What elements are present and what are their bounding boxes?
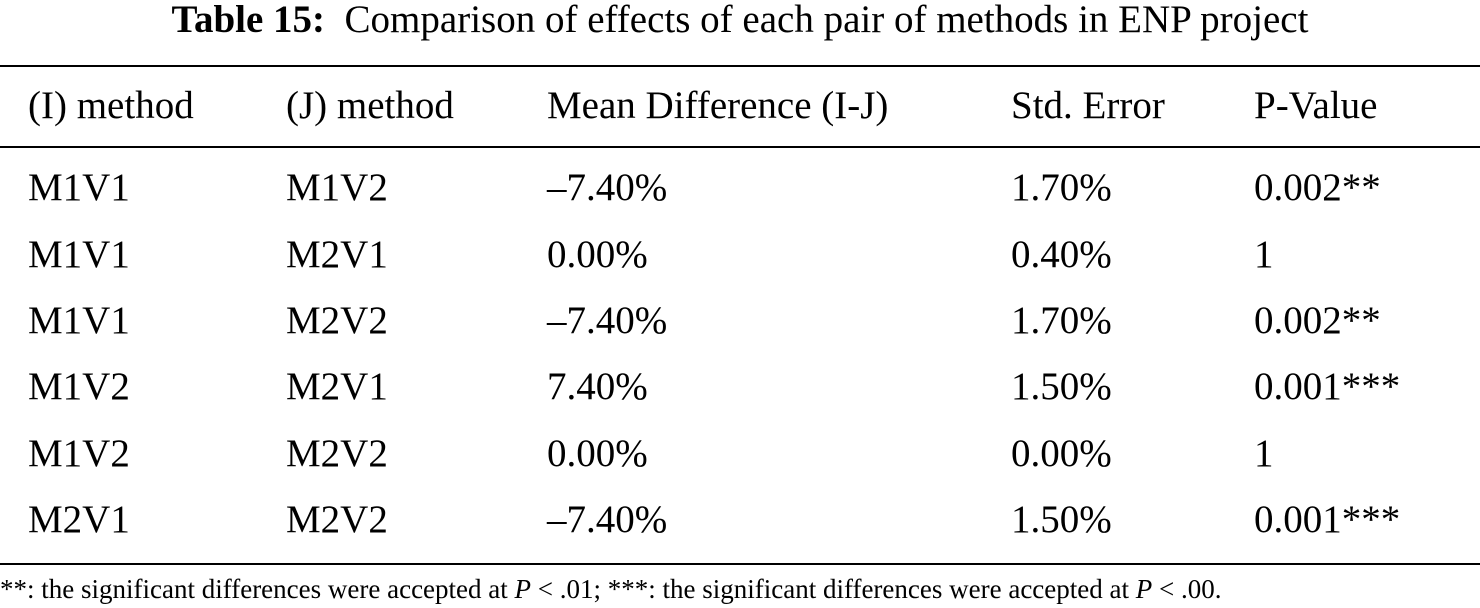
cell-std-error: 1.50% (1011, 498, 1112, 541)
cell-mean-difference: 0.00% (547, 233, 648, 276)
footnote-text-3: < .00. (1152, 574, 1222, 604)
cell-i-method: M1V2 (28, 432, 130, 475)
column-header-j-method: (J) method (286, 84, 454, 127)
table-row: M1V2 M2V2 0.00% 0.00% 1 (0, 431, 1480, 497)
cell-j-method: M2V1 (286, 233, 388, 276)
cell-j-method: M2V1 (286, 365, 388, 408)
table-footnote: **: the significant differences were acc… (0, 573, 1480, 605)
table-row: M1V1 M2V2 –7.40% 1.70% 0.002** (0, 298, 1480, 364)
cell-j-method: M2V2 (286, 498, 388, 541)
table-number: Table 15: (171, 0, 326, 41)
column-header-mean-difference: Mean Difference (I-J) (547, 84, 889, 127)
table-row: M1V1 M1V2 –7.40% 1.70% 0.002** (0, 165, 1480, 231)
cell-p-value: 0.001*** (1254, 365, 1401, 408)
cell-i-method: M2V1 (28, 498, 130, 541)
footnote-text-2: < .01; ***: the significant differences … (531, 574, 1136, 604)
footnote-text-1: **: the significant differences were acc… (0, 574, 515, 604)
cell-std-error: 0.40% (1011, 233, 1112, 276)
cell-std-error: 1.70% (1011, 166, 1112, 209)
footnote-p-symbol-2: P (1135, 574, 1153, 604)
cell-i-method: M1V1 (28, 166, 130, 209)
cell-p-value: 0.001*** (1254, 498, 1401, 541)
cell-j-method: M2V2 (286, 432, 388, 475)
cell-mean-difference: –7.40% (547, 166, 668, 209)
cell-std-error: 1.50% (1011, 365, 1112, 408)
header-rule (0, 146, 1480, 148)
cell-j-method: M2V2 (286, 299, 388, 342)
bottom-rule (0, 563, 1480, 565)
cell-p-value: 1 (1254, 432, 1274, 475)
cell-i-method: M1V2 (28, 365, 130, 408)
table-caption: Table 15: Comparison of effects of each … (0, 0, 1480, 40)
cell-mean-difference: –7.40% (547, 498, 668, 541)
cell-mean-difference: 0.00% (547, 432, 648, 475)
cell-p-value: 0.002** (1254, 299, 1381, 342)
cell-i-method: M1V1 (28, 233, 130, 276)
column-header-i-method: (I) method (28, 84, 194, 127)
table-row: M2V1 M2V2 –7.40% 1.50% 0.001*** (0, 497, 1480, 563)
footnote-p-symbol-1: P (514, 574, 532, 604)
cell-mean-difference: 7.40% (547, 365, 648, 408)
cell-std-error: 0.00% (1011, 432, 1112, 475)
table-row: M1V2 M2V1 7.40% 1.50% 0.001*** (0, 364, 1480, 430)
column-header-std-error: Std. Error (1011, 84, 1165, 127)
column-header-p-value: P-Value (1254, 84, 1378, 127)
table-row: M1V1 M2V1 0.00% 0.40% 1 (0, 232, 1480, 298)
top-rule (0, 65, 1480, 67)
cell-p-value: 0.002** (1254, 166, 1381, 209)
cell-mean-difference: –7.40% (547, 299, 668, 342)
cell-i-method: M1V1 (28, 299, 130, 342)
cell-j-method: M1V2 (286, 166, 388, 209)
cell-std-error: 1.70% (1011, 299, 1112, 342)
cell-p-value: 1 (1254, 233, 1274, 276)
table-title: Comparison of effects of each pair of me… (344, 0, 1309, 41)
